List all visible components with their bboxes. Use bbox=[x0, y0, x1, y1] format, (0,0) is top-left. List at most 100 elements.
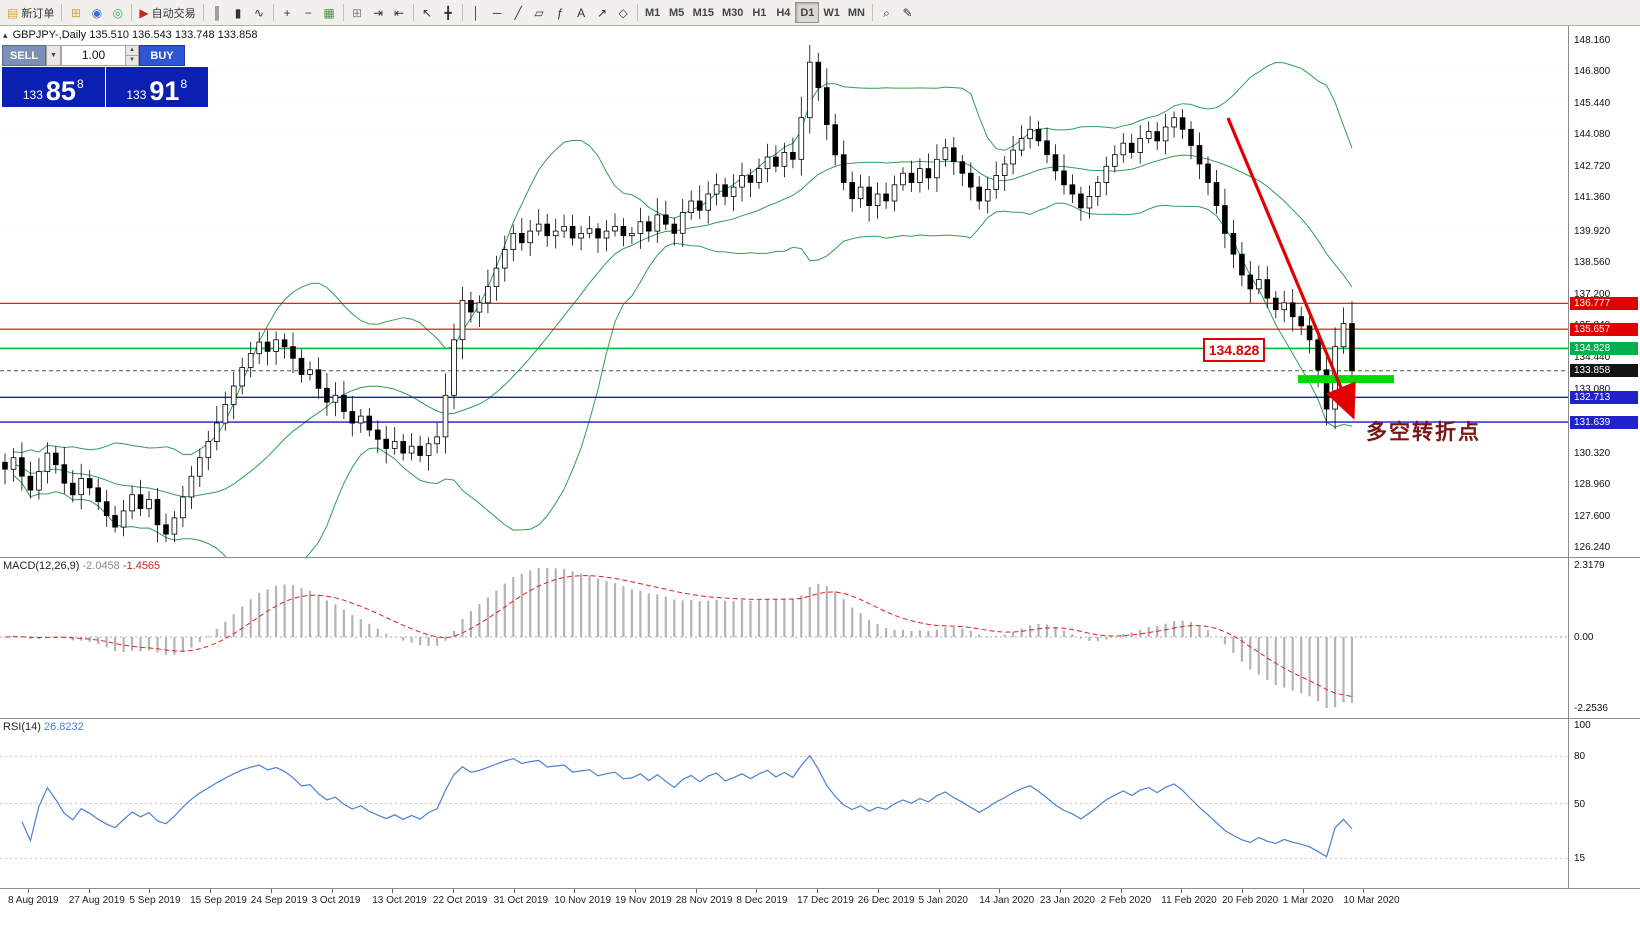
symbol-name: GBPJPY-,Daily bbox=[12, 29, 87, 41]
profiles-button[interactable]: ◉ bbox=[86, 2, 107, 23]
horizontal-line-tool-button[interactable]: ─ bbox=[487, 2, 508, 23]
order-type-dropdown[interactable]: ▼ bbox=[46, 45, 61, 66]
price-axis[interactable]: 148.160 146.800 145.440 144.080 142.720 141.3… bbox=[1568, 26, 1640, 557]
fibonacci-tool-button[interactable]: ƒ bbox=[550, 2, 571, 23]
autotrading-icon: ▶ bbox=[139, 5, 149, 20]
bar-chart-icon: ║ bbox=[212, 5, 222, 20]
price-chart[interactable]: ▴ GBPJPY-,Daily 135.510 136.543 133.748 … bbox=[0, 26, 1568, 557]
time-axis-label: 13 Oct 2019 bbox=[372, 895, 427, 906]
auto-scroll-button[interactable]: ⇥ bbox=[368, 2, 389, 23]
timeframe-m1-button-label: M1 bbox=[644, 6, 661, 19]
cursor-tool-button[interactable]: ↖ bbox=[417, 2, 438, 23]
toolbar-separator bbox=[61, 4, 63, 21]
text-tool-icon: A bbox=[577, 5, 586, 20]
new-chart-button[interactable]: ⊞ bbox=[347, 2, 368, 23]
buy-price-display[interactable]: 133 91 8 bbox=[105, 67, 208, 107]
timeframe-mn-button[interactable]: MN bbox=[844, 2, 869, 23]
candlestick-mode-button[interactable]: ▮ bbox=[228, 2, 249, 23]
macd-main-value: -2.0458 bbox=[82, 560, 120, 572]
sell-price-prefix: 133 bbox=[22, 88, 43, 102]
buy-button[interactable]: BUY bbox=[139, 45, 185, 66]
rsi-value: 26.8232 bbox=[43, 721, 84, 733]
time-axis-label: 2 Feb 2020 bbox=[1100, 895, 1152, 906]
timeframe-m5-button[interactable]: M5 bbox=[665, 2, 689, 23]
new-order-button-label: 新订单 bbox=[21, 7, 55, 20]
time-axis-label: 23 Jan 2020 bbox=[1039, 895, 1095, 906]
zoom-out-button[interactable]: − bbox=[298, 2, 319, 23]
volume-down-button[interactable]: ▼ bbox=[125, 55, 138, 65]
price-tag: 134.828 bbox=[1570, 341, 1638, 355]
timeframe-m1-button[interactable]: M1 bbox=[641, 2, 665, 23]
rsi-axis-label: 50 bbox=[1574, 798, 1586, 810]
collapse-arrow-icon[interactable]: ▴ bbox=[3, 30, 8, 40]
zoom-in-button[interactable]: + bbox=[277, 2, 298, 23]
sell-price-display[interactable]: 133 85 8 bbox=[2, 67, 105, 107]
time-axis-tick bbox=[452, 889, 454, 893]
price-tag: 135.657 bbox=[1570, 322, 1638, 336]
macd-axis[interactable]: 2.3179 0.00 -2.2536 bbox=[1568, 558, 1640, 718]
timeframe-h1-button[interactable]: H1 bbox=[747, 2, 771, 23]
price-tag: 131.639 bbox=[1570, 415, 1638, 429]
market-watch-button[interactable]: ⊞ bbox=[65, 2, 86, 23]
macd-chart[interactable]: MACD(12,26,9) -2.0458 -1.4565 bbox=[0, 558, 1568, 718]
text-tool-button[interactable]: A bbox=[571, 2, 592, 23]
macd-signal-value: -1.4565 bbox=[122, 560, 161, 572]
fibonacci-icon: ƒ bbox=[556, 5, 564, 20]
rsi-panel: RSI(14) 26.8232 100 80 50 15 bbox=[0, 719, 1640, 889]
rsi-chart[interactable]: RSI(14) 26.8232 bbox=[0, 719, 1568, 888]
time-axis-tick bbox=[210, 889, 212, 893]
community-button[interactable]: ◎ bbox=[107, 2, 128, 23]
line-chart-mode-button[interactable]: ∿ bbox=[249, 2, 270, 23]
price-axis-label: 133.080 bbox=[1574, 383, 1611, 395]
chart-shift-icon: ⇤ bbox=[394, 5, 405, 20]
timeframe-m15-button[interactable]: M15 bbox=[689, 2, 718, 23]
pencil-icon: ✎ bbox=[902, 5, 913, 20]
rsi-axis[interactable]: 100 80 50 15 bbox=[1568, 719, 1640, 888]
profile-icon: ◉ bbox=[91, 5, 103, 20]
time-axis-tick bbox=[938, 889, 940, 893]
price-axis-label: 128.960 bbox=[1574, 479, 1611, 491]
search-icon: ⌕ bbox=[883, 5, 890, 20]
sell-button[interactable]: SELL bbox=[2, 45, 46, 66]
bar-chart-mode-button[interactable]: ║ bbox=[207, 2, 228, 23]
one-click-trading-panel: SELL ▼ 1.00 ▲ ▼ BUY 133 85 8 bbox=[2, 45, 208, 107]
crosshair-tool-button[interactable]: ╋ bbox=[438, 2, 459, 23]
toolbar-separator bbox=[272, 4, 274, 21]
price-axis-label: 137.200 bbox=[1574, 288, 1611, 300]
search-button[interactable]: ⌕ bbox=[876, 2, 897, 23]
macd-panel: MACD(12,26,9) -2.0458 -1.4565 2.3179 0.00… bbox=[0, 558, 1640, 719]
timeframe-w1-button[interactable]: W1 bbox=[819, 2, 844, 23]
price-axis-label: 146.800 bbox=[1574, 66, 1611, 78]
price-tag: 136.777 bbox=[1570, 296, 1638, 310]
time-axis-label: 5 Jan 2020 bbox=[918, 895, 969, 906]
volume-input[interactable]: 1.00 ▲ ▼ bbox=[61, 45, 139, 66]
shapes-tool-button[interactable]: ◇ bbox=[613, 2, 634, 23]
price-axis-label: 127.600 bbox=[1574, 510, 1611, 522]
edit-button[interactable]: ✎ bbox=[897, 2, 918, 23]
vertical-line-tool-button[interactable]: │ bbox=[466, 2, 487, 23]
sell-price-frac: 8 bbox=[76, 77, 84, 91]
arrows-tool-button[interactable]: ↗ bbox=[592, 2, 613, 23]
tile-windows-button[interactable]: ▦ bbox=[319, 2, 340, 23]
price-tag: 133.858 bbox=[1570, 364, 1638, 378]
crosshair-icon: ╋ bbox=[444, 5, 452, 20]
timeframe-d1-button[interactable]: D1 bbox=[795, 2, 820, 23]
timeframe-h4-button-label: H4 bbox=[776, 6, 791, 19]
toolbar-separator bbox=[131, 4, 133, 21]
time-axis-tick bbox=[1059, 889, 1061, 893]
autotrading-button[interactable]: ▶ 自动交易 bbox=[135, 2, 199, 23]
time-axis[interactable]: 8 Aug 2019 27 Aug 2019 5 Sep 2019 15 Sep 20… bbox=[0, 889, 1640, 949]
chart-shift-button[interactable]: ⇤ bbox=[389, 2, 410, 23]
new-order-button[interactable]: ▤ 新订单 bbox=[3, 2, 58, 23]
trendline-tool-button[interactable]: ╱ bbox=[508, 2, 529, 23]
symbol-ohlc: 135.510 136.543 133.748 133.858 bbox=[89, 29, 258, 41]
timeframe-h4-button[interactable]: H4 bbox=[771, 2, 795, 23]
channel-tool-button[interactable]: ▱ bbox=[529, 2, 550, 23]
price-callout-label: 134.828 bbox=[1203, 338, 1265, 362]
volume-up-button[interactable]: ▲ bbox=[125, 46, 138, 55]
macd-label: MACD(12,26,9) -2.0458 -1.4565 bbox=[3, 560, 161, 572]
toolbar-separator bbox=[412, 4, 414, 21]
arrow-tool-icon: ↗ bbox=[597, 5, 608, 20]
candlestick-icon: ▮ bbox=[234, 5, 242, 20]
timeframe-m30-button[interactable]: M30 bbox=[718, 2, 747, 23]
